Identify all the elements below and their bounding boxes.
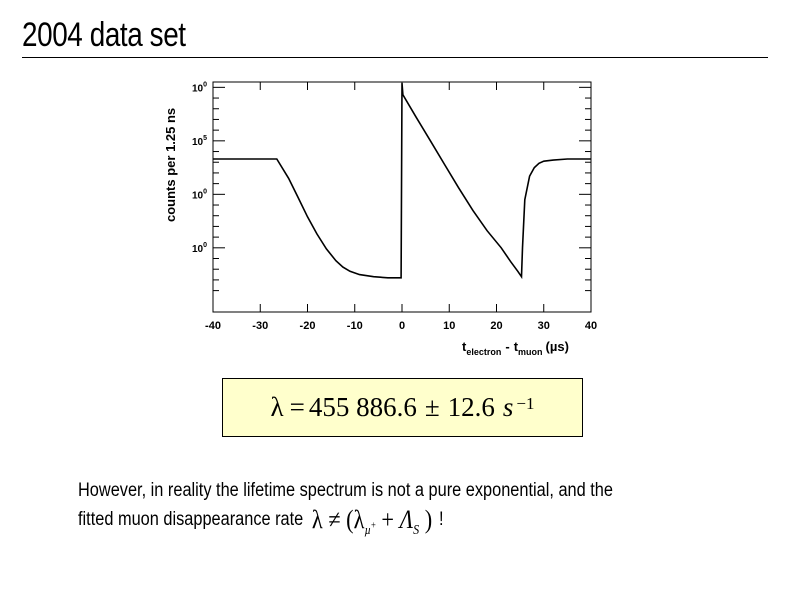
slide-title: 2004 data set	[22, 16, 186, 54]
y-tick-label: 100	[192, 242, 207, 255]
x-label-minus: -	[505, 339, 509, 354]
x-tick-label: 30	[538, 320, 550, 332]
result-equation-box: λ = 455 886.6 ± 12.6 s −1	[222, 378, 583, 437]
body-line-2: fitted muon disappearance rate λ ≠ (λµ+ +…	[78, 505, 663, 545]
f-plus: +	[381, 505, 394, 534]
eq-lambda: λ	[270, 392, 284, 422]
body-exclamation: !	[439, 509, 444, 530]
x-tick-label: 10	[443, 320, 455, 332]
body-line-1: However, in reality the lifetime spectru…	[78, 480, 613, 501]
f-rparen: )	[424, 505, 433, 534]
x-axis-ticks: -40 -30 -20 -10 0 10 20 30 40	[205, 82, 597, 332]
x-tick-label: 0	[399, 320, 405, 332]
f-lparen: (	[346, 505, 354, 534]
body-line-2-text: fitted muon disappearance rate	[78, 509, 304, 530]
lifetime-spectrum-chart: -40 -30 -20 -10 0 10 20 30 40 100 100 105 100 count…	[163, 81, 597, 357]
title-divider	[22, 57, 768, 58]
x-label-sub-muon: muon	[518, 347, 543, 357]
f-lambda-mu: λ	[353, 505, 365, 534]
y-tick-label: 100	[192, 188, 207, 201]
eq-equals: =	[289, 392, 305, 422]
y-axis-label: counts per 1.25 ns	[163, 108, 178, 222]
x-label-unit: (µs)	[546, 339, 569, 354]
x-tick-label: 20	[490, 320, 502, 332]
x-label-sub-electron: electron	[466, 347, 501, 357]
body-text: However, in reality the lifetime spectru…	[78, 476, 663, 545]
f-mu-plus: +	[370, 520, 376, 532]
x-axis-label: telectron - tmuon (µs)	[462, 339, 569, 357]
x-tick-label: -10	[347, 320, 363, 332]
eq-value: 455 886.6	[308, 392, 417, 422]
y-tick-label: 105	[192, 135, 207, 148]
y-tick-label: 100	[192, 81, 207, 94]
y-axis-ticks: 100 100 105 100	[192, 81, 591, 292]
f-S: S	[413, 523, 420, 539]
x-tick-label: -30	[252, 320, 268, 332]
x-tick-label: 40	[585, 320, 597, 332]
inequality-formula: λ ≠ (λµ+ + ΛS )	[311, 505, 433, 538]
f-Lambda: Λ	[399, 505, 414, 534]
eq-pm: ±	[424, 392, 440, 422]
f-lambda: λ	[311, 505, 323, 534]
x-tick-label: -40	[205, 320, 221, 332]
x-label-t2: t	[514, 339, 519, 354]
x-label-t: t	[462, 339, 467, 354]
x-tick-label: -20	[300, 320, 316, 332]
f-neq: ≠	[328, 505, 341, 534]
eq-unit: s	[502, 392, 514, 422]
eq-exponent: −1	[516, 393, 535, 413]
series-line	[213, 83, 591, 280]
f-mu: µ	[364, 522, 371, 538]
eq-error: 12.6	[447, 392, 495, 422]
